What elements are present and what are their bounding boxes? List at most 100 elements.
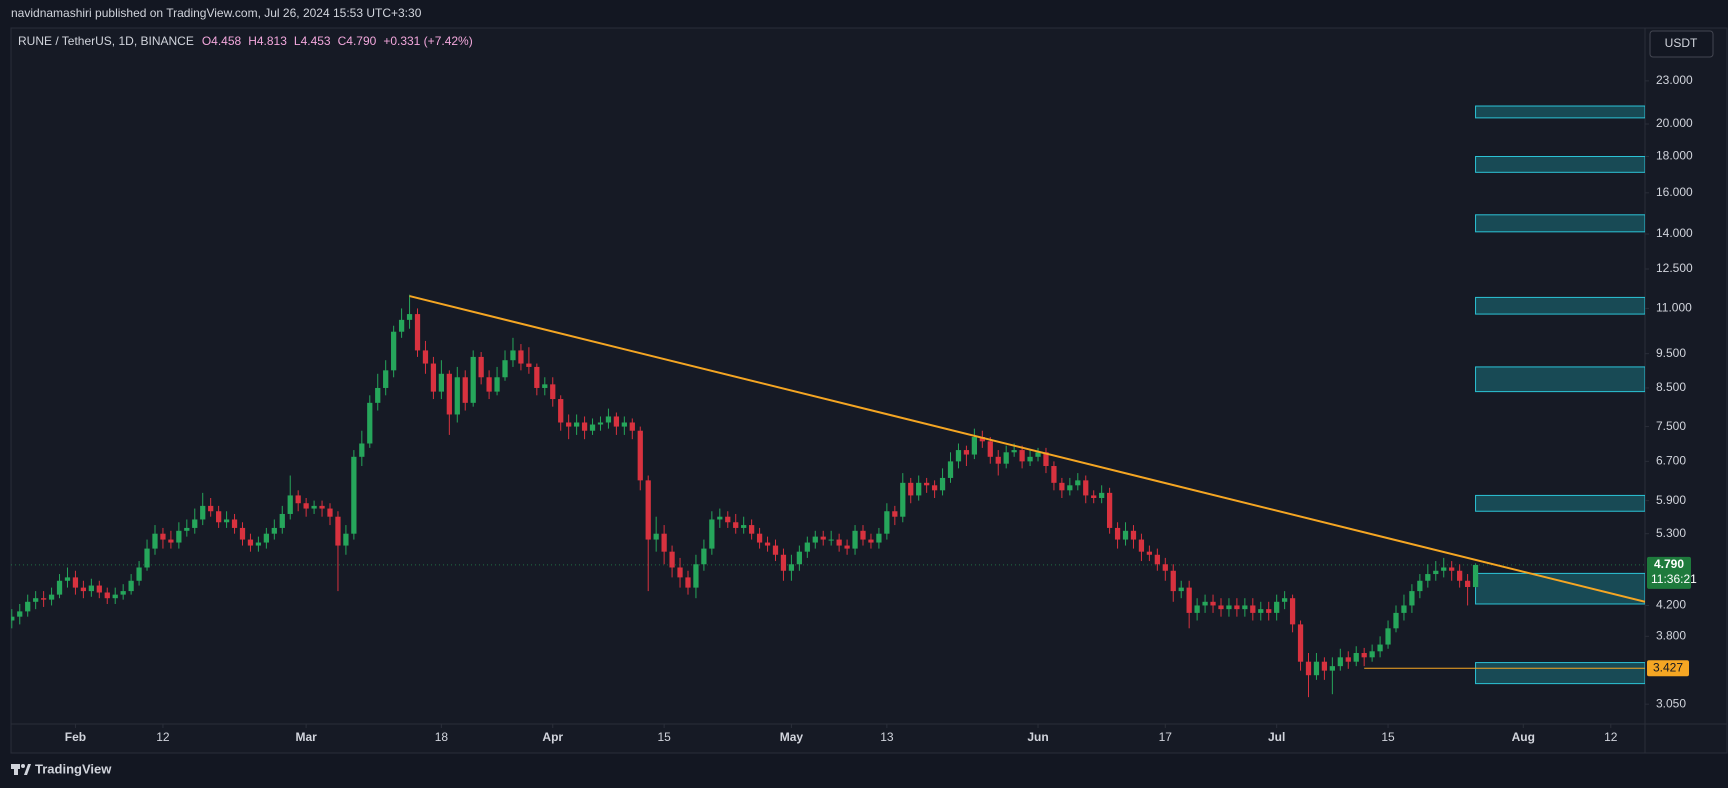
candle-body bbox=[566, 422, 572, 427]
candle-body bbox=[1059, 482, 1065, 491]
candle-body bbox=[11, 616, 15, 621]
candle-body bbox=[375, 387, 381, 403]
y-tick-label: 16.000 bbox=[1656, 185, 1693, 199]
x-tick-label: Mar bbox=[295, 730, 317, 744]
candle-body bbox=[144, 548, 150, 568]
candle-body bbox=[72, 577, 79, 588]
candle-body bbox=[438, 373, 445, 392]
candle-body bbox=[263, 533, 269, 543]
y-tick-label: 9.500 bbox=[1656, 346, 1686, 360]
candle-body bbox=[852, 530, 858, 549]
candle-body bbox=[1194, 605, 1200, 613]
candle-body bbox=[892, 511, 898, 517]
candle-body bbox=[470, 356, 476, 403]
candle-body bbox=[1083, 480, 1089, 496]
candle-body bbox=[725, 516, 731, 523]
candle-body bbox=[1106, 492, 1113, 528]
target-zone bbox=[1475, 662, 1645, 685]
currency-label[interactable]: USDT bbox=[1665, 36, 1698, 50]
candle-body bbox=[231, 519, 238, 528]
candle-body bbox=[780, 554, 787, 571]
candle-body bbox=[772, 545, 779, 555]
candle-body bbox=[454, 377, 460, 415]
candle-body bbox=[924, 482, 930, 486]
candle-body bbox=[1130, 530, 1137, 540]
candle-body bbox=[613, 416, 620, 427]
candle-body bbox=[1186, 587, 1192, 613]
target-zone bbox=[1475, 214, 1645, 233]
candle-body bbox=[80, 587, 87, 592]
candle-body bbox=[1361, 653, 1367, 658]
candle-body bbox=[1170, 570, 1176, 592]
y-tick-label: 8.500 bbox=[1656, 380, 1686, 394]
candle-body bbox=[637, 430, 643, 481]
candle-body bbox=[1178, 587, 1184, 592]
publish-info: navidnamashiri published on TradingView.… bbox=[11, 6, 422, 20]
y-tick-label: 5.900 bbox=[1656, 493, 1686, 507]
candle-body bbox=[1027, 456, 1033, 462]
x-tick-label: 12 bbox=[156, 730, 170, 744]
candle-body bbox=[25, 601, 31, 612]
ohlc-value: H4.813 bbox=[248, 34, 287, 48]
candle-body bbox=[653, 533, 659, 540]
candle-body bbox=[223, 519, 230, 523]
candle-body bbox=[621, 422, 627, 427]
candle-body bbox=[168, 539, 174, 543]
candle-body bbox=[1162, 564, 1168, 571]
candle-body bbox=[884, 511, 890, 534]
candle-body bbox=[908, 482, 914, 496]
candle-body bbox=[868, 539, 874, 543]
candle-body bbox=[677, 567, 683, 578]
candle-body bbox=[1218, 605, 1224, 610]
candle-body bbox=[916, 482, 922, 496]
candle-body bbox=[343, 533, 349, 546]
x-tick-label: 15 bbox=[657, 730, 671, 744]
candle-body bbox=[1321, 661, 1328, 671]
symbol-title: RUNE / TetherUS, 1D, BINANCE bbox=[18, 34, 194, 48]
y-tick-label: 14.000 bbox=[1656, 226, 1693, 240]
candle-body bbox=[367, 402, 373, 444]
candle-body bbox=[359, 443, 365, 457]
candle-body bbox=[1449, 567, 1455, 571]
candle-body bbox=[1289, 598, 1296, 625]
candle-body bbox=[709, 519, 715, 549]
y-tick-label: 7.500 bbox=[1656, 419, 1686, 433]
ohlc-value: L4.453 bbox=[294, 34, 331, 48]
candle-body bbox=[1011, 450, 1017, 453]
target-zone bbox=[1475, 366, 1645, 393]
candle-body bbox=[1258, 609, 1264, 613]
candle-body bbox=[573, 422, 580, 427]
y-tick-label: 6.700 bbox=[1656, 454, 1686, 468]
candle-body bbox=[534, 366, 540, 388]
chart-panel bbox=[10, 27, 1728, 754]
candle-body bbox=[669, 551, 675, 568]
candle-body bbox=[1433, 570, 1439, 575]
candle-body bbox=[629, 422, 635, 431]
currency-button[interactable] bbox=[1649, 30, 1714, 58]
candle-body bbox=[1234, 605, 1240, 610]
candle-body bbox=[828, 539, 834, 541]
candle-body bbox=[796, 551, 802, 565]
candle-body bbox=[589, 424, 596, 431]
candle-body bbox=[581, 422, 588, 431]
countdown: 11:36:21 bbox=[1651, 572, 1697, 586]
candle-body bbox=[48, 594, 55, 600]
y-tick-label: 5.300 bbox=[1656, 526, 1686, 540]
target-zone bbox=[1475, 494, 1645, 512]
candle-body bbox=[104, 592, 110, 599]
candle-body bbox=[526, 363, 532, 367]
candle-body bbox=[1464, 580, 1471, 587]
target-zone bbox=[1475, 155, 1645, 173]
candle-body bbox=[40, 598, 47, 600]
y-tick-label: 11.000 bbox=[1656, 301, 1692, 315]
candle-body bbox=[764, 542, 771, 546]
candle-body bbox=[860, 530, 866, 540]
target-zone bbox=[1475, 105, 1645, 119]
candle-body bbox=[327, 508, 333, 517]
candle-body bbox=[1202, 601, 1208, 606]
candle-body bbox=[518, 350, 524, 364]
x-tick-label: 13 bbox=[880, 730, 894, 744]
y-tick-label: 20.000 bbox=[1656, 116, 1693, 130]
candle-body bbox=[1425, 574, 1431, 581]
